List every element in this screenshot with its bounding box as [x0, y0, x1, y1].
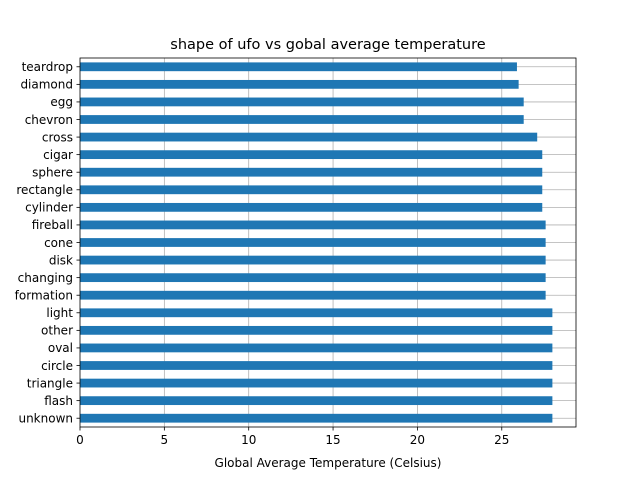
y-tick-label: light [46, 306, 73, 320]
plot-frame [79, 57, 577, 428]
bar-fireball [80, 220, 546, 230]
y-tick-label: triangle [27, 376, 73, 390]
chart-title: shape of ufo vs gobal average temperatur… [170, 37, 485, 53]
bars [80, 62, 553, 423]
y-tick-label: unknown [18, 412, 73, 426]
y-tick-label: diamond [20, 78, 73, 92]
bar-triangle [80, 378, 553, 388]
y-tick-label: other [41, 324, 73, 338]
bar-flash [80, 396, 553, 406]
y-tick-label: sphere [32, 166, 73, 180]
y-tick-label: fireball [32, 218, 73, 232]
x-tick-label: 25 [494, 433, 509, 447]
y-tick-label: formation [15, 289, 73, 303]
bar-cone [80, 238, 546, 247]
x-tick-label: 10 [241, 433, 256, 447]
y-tick-label: teardrop [22, 60, 73, 74]
y-tick-label: disk [49, 253, 73, 267]
y-tick-label: circle [41, 359, 73, 373]
bar-oval [80, 343, 553, 353]
bar-unknown [80, 413, 553, 423]
bar-circle [80, 361, 553, 370]
y-tick-label: oval [48, 341, 73, 355]
x-tick-label: 0 [76, 433, 84, 447]
bar-other [80, 325, 553, 335]
y-tick-label: changing [18, 271, 73, 285]
bar-sphere [80, 167, 543, 177]
bar-teardrop [80, 62, 517, 72]
bar-formation [80, 290, 546, 300]
y-tick-label: cone [44, 236, 73, 250]
bar-cross [80, 132, 538, 142]
x-tick-label: 15 [325, 433, 340, 447]
bar-rectangle [80, 185, 543, 195]
x-tick-label: 5 [161, 433, 169, 447]
bar-disk [80, 255, 546, 265]
y-tick-label: chevron [25, 113, 73, 127]
bar-light [80, 308, 553, 318]
bar-changing [80, 273, 546, 283]
axes: teardrop diamond egg chevron cross cigar spher… [15, 57, 577, 447]
x-axis-label: Global Average Temperature (Celsius) [215, 456, 442, 470]
y-tick-label: flash [44, 394, 73, 408]
x-tick-label: 20 [410, 433, 425, 447]
bar-cigar [80, 150, 543, 160]
bar-diamond [80, 79, 519, 89]
y-tick-label: egg [50, 95, 73, 109]
bar-chevron [80, 115, 524, 124]
y-tick-label: cross [42, 130, 73, 144]
bar-cylinder [80, 202, 543, 212]
y-tick-label: cigar [43, 148, 73, 162]
y-tick-label: rectangle [16, 183, 73, 197]
bar-egg [80, 97, 524, 107]
y-tick-label: cylinder [25, 201, 73, 215]
